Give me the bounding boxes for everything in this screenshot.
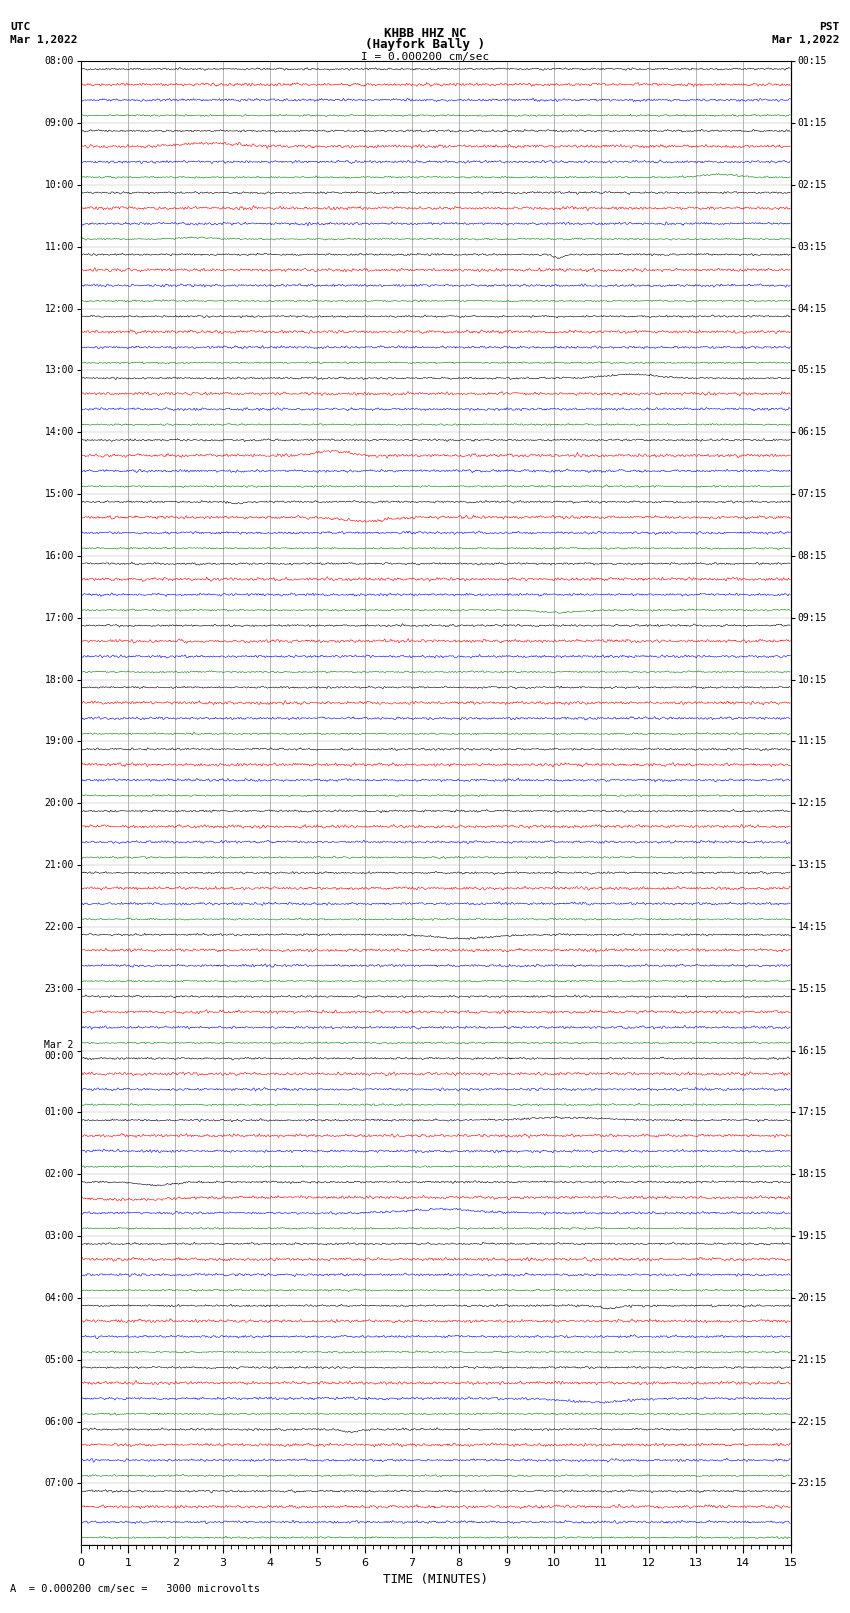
Text: Mar 1,2022: Mar 1,2022: [10, 35, 77, 45]
Text: I = 0.000200 cm/sec: I = 0.000200 cm/sec: [361, 52, 489, 61]
Text: (Hayfork Bally ): (Hayfork Bally ): [365, 37, 485, 50]
X-axis label: TIME (MINUTES): TIME (MINUTES): [383, 1573, 488, 1586]
Text: UTC: UTC: [10, 23, 31, 32]
Text: Mar 1,2022: Mar 1,2022: [773, 35, 840, 45]
Text: PST: PST: [819, 23, 840, 32]
Text: KHBB HHZ NC: KHBB HHZ NC: [383, 26, 467, 39]
Text: A  = 0.000200 cm/sec =   3000 microvolts: A = 0.000200 cm/sec = 3000 microvolts: [10, 1584, 260, 1594]
